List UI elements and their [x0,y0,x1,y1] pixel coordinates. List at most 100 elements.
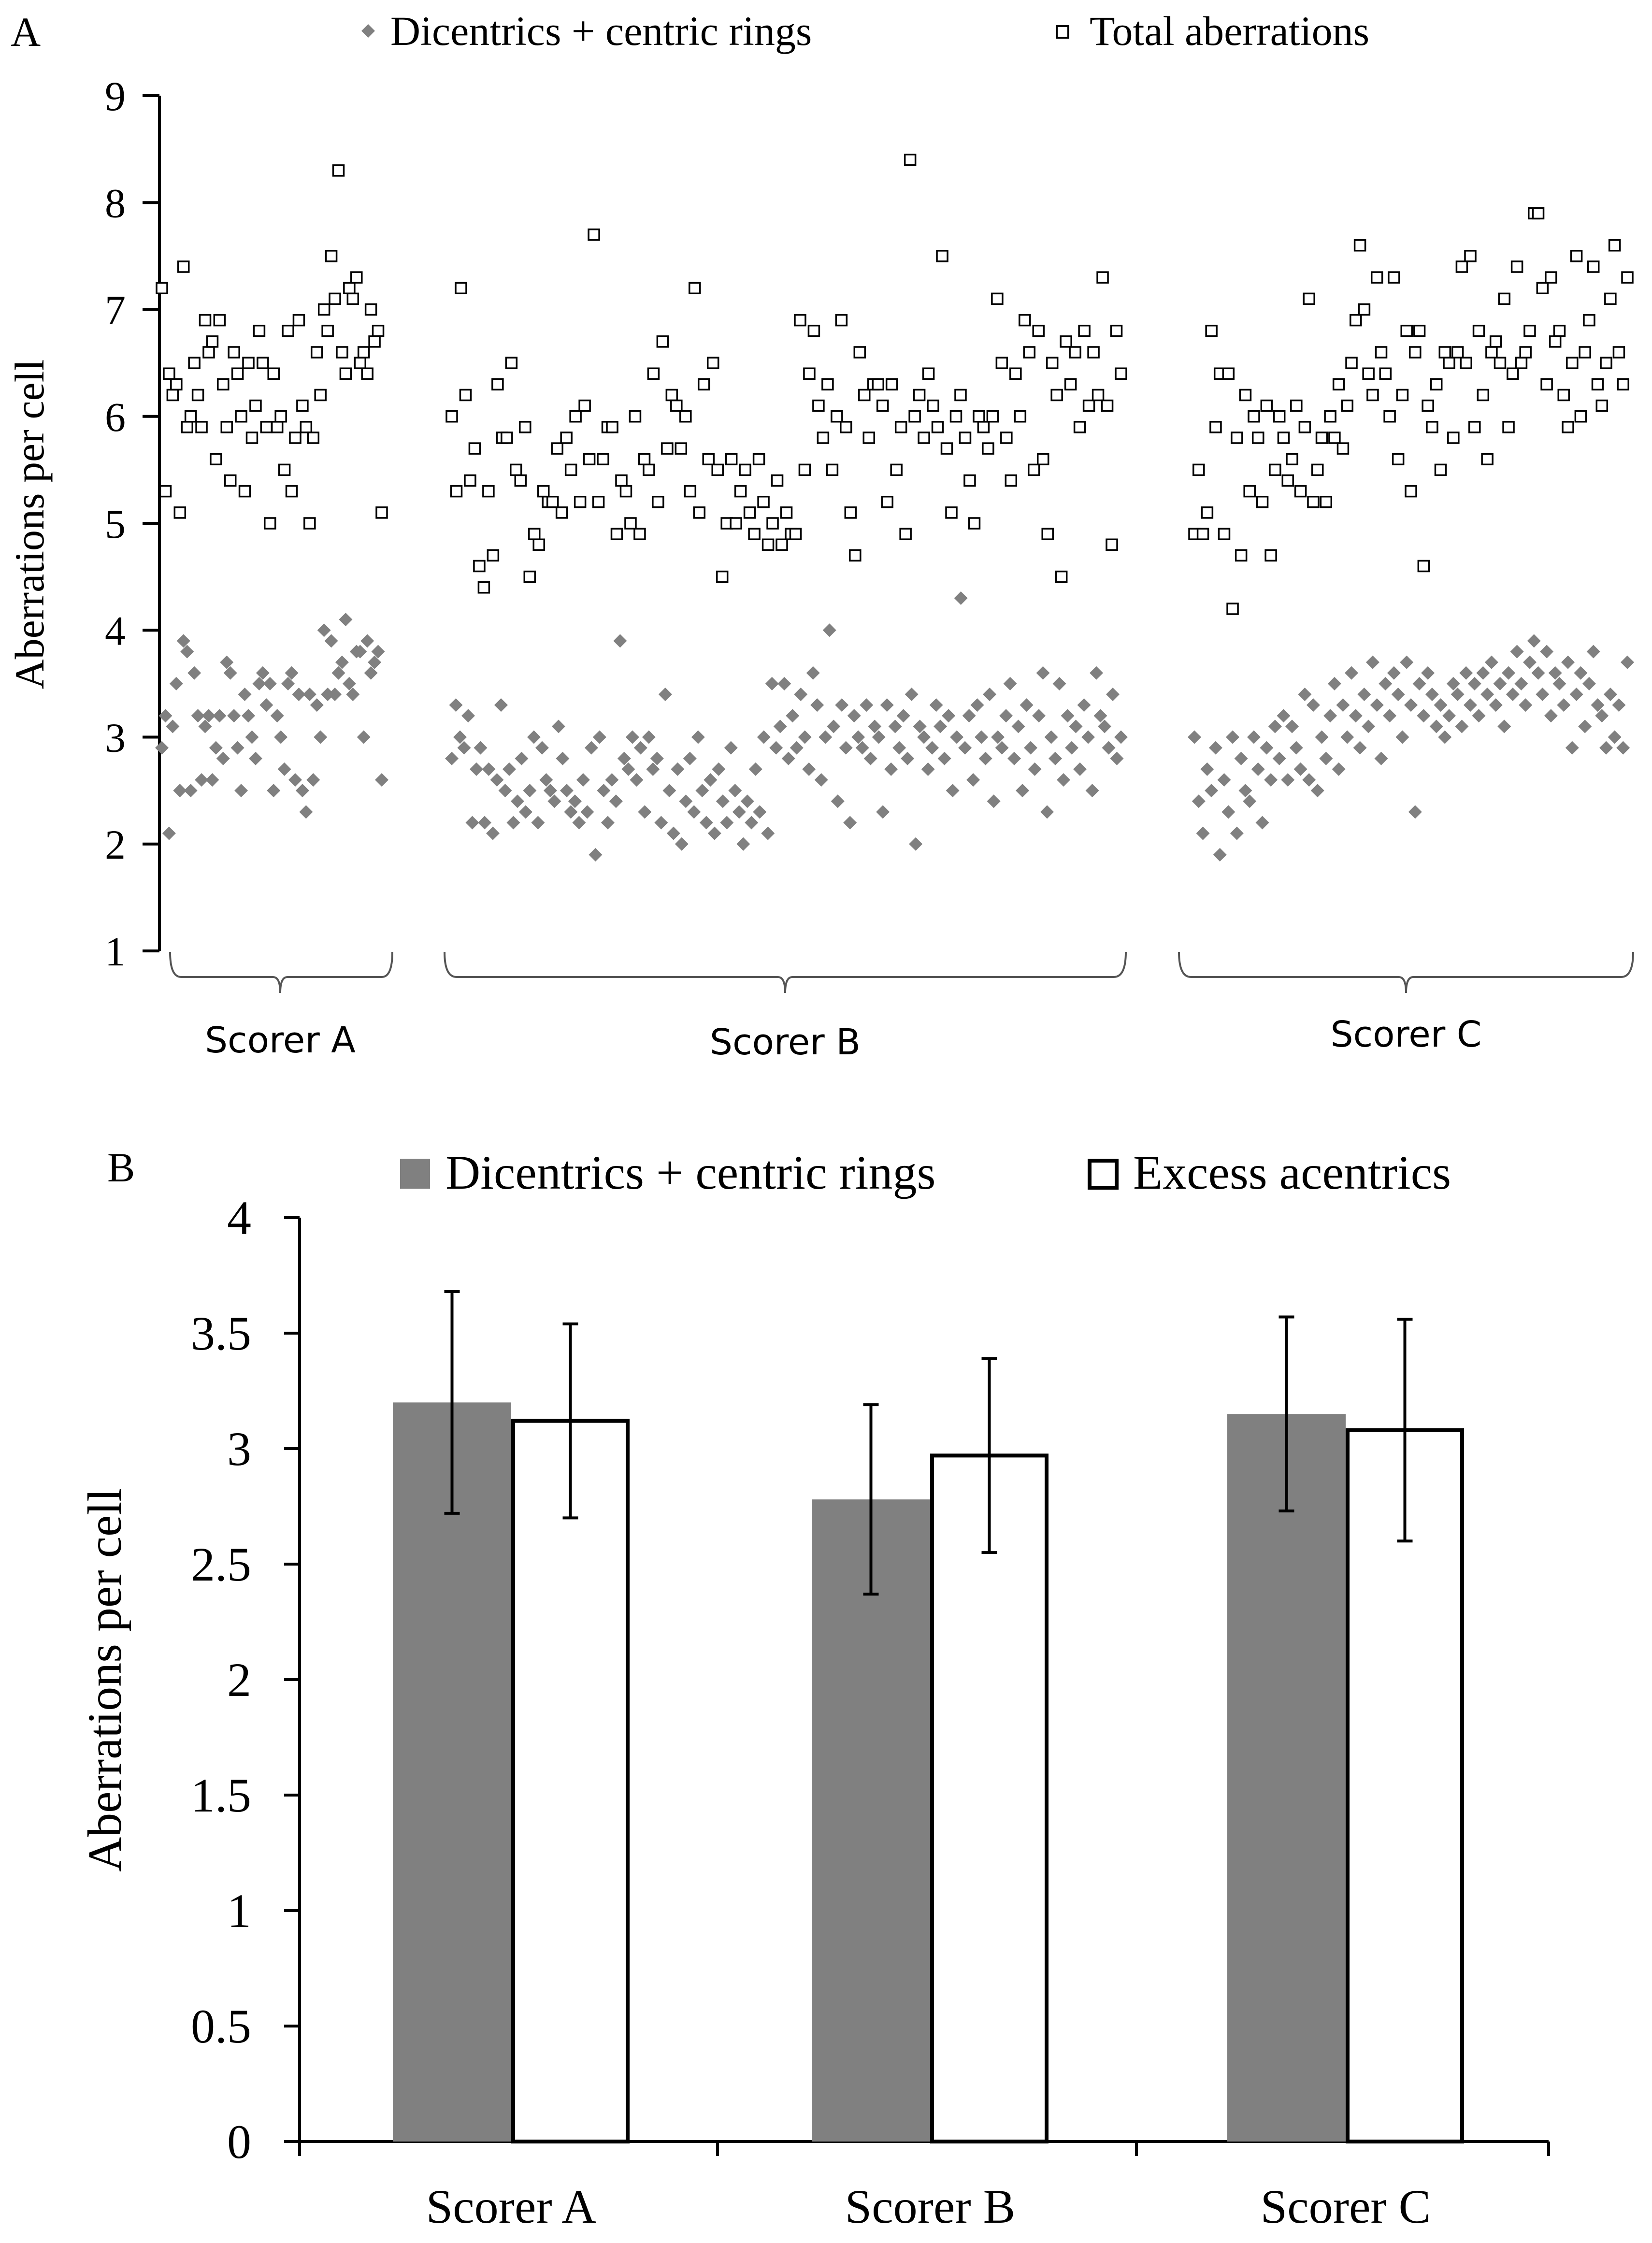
total-aberration-point [643,463,655,476]
dicentric-point [748,762,762,776]
dicentric-point [162,826,176,840]
dicentric-point [1379,676,1393,690]
dicentric-point [1365,655,1379,669]
dicentric-point [1463,698,1477,712]
total-aberration-point [1604,292,1617,305]
total-aberration-point [278,463,291,476]
dicentric-point [1476,666,1490,680]
total-aberration-point [730,517,742,530]
dicentric-point [1523,655,1537,669]
dicentric-point [1353,741,1367,755]
dicentric-point [827,719,841,733]
y-tick-label: 1 [105,928,126,975]
total-aberration-point [1046,357,1059,369]
total-aberration-point [638,453,651,465]
total-aberration-point [1277,431,1290,444]
total-aberration-point [1336,442,1350,455]
total-aberration-point [803,367,816,380]
total-aberration-point [1430,378,1443,391]
dicentric-point [946,784,960,798]
dicentric-point [929,698,943,712]
total-aberration-point [292,314,305,327]
total-aberration-point [1082,399,1095,412]
dicentric-point [543,784,557,798]
dicentric-point [201,709,215,723]
total-aberration-point [357,346,370,359]
dicentric-point [263,676,277,690]
dicentric-point [213,709,227,723]
total-aberration-point [894,421,907,433]
dicentric-point [1552,676,1566,690]
dicentric-point [482,762,496,776]
total-aberration-point [771,474,784,487]
dicentric-point [288,773,302,787]
dicentric-point [757,730,771,744]
panel-b-bars [393,1402,1464,2144]
y-tick-label: 2.5 [191,1538,251,1591]
total-aberration-point [560,431,573,444]
total-aberration-point [1248,410,1260,423]
dicentric-point [453,730,467,744]
dicentric-point [1268,719,1282,733]
total-aberration-point [210,453,222,465]
dicentric-point [892,741,906,755]
dicentric-point [1421,666,1435,680]
total-aberration-point [986,410,999,423]
total-aberration-point [798,463,811,476]
total-aberration-point [1298,421,1311,433]
dicentric-point [1395,730,1409,744]
dicentric-point [798,730,812,744]
dicentric-point [1057,773,1071,787]
total-aberration-point [716,570,729,583]
total-aberration-point [285,485,298,498]
dicentric-point [580,805,594,819]
y-tick-label: 2 [227,1653,251,1707]
total-aberration-point [1545,271,1557,284]
total-aberration-point [734,485,747,498]
dicentric-point [502,762,516,776]
dicentric-point [1065,741,1079,755]
total-aberration-point [1472,325,1485,337]
dicentric-point [292,688,306,701]
dicentric-point [1226,730,1240,744]
total-aberration-point [1621,271,1634,284]
total-aberration-point [991,292,1004,305]
y-tick-label: 7 [105,287,126,333]
dicentric-point [1591,698,1605,712]
dicentric-point [876,805,890,819]
legend-a-total: Total aberrations [1090,8,1369,54]
dicentric-point [267,784,281,798]
dicentric-point [449,698,463,712]
dicentric-point [1484,655,1498,669]
dicentric-point [1438,730,1452,744]
total-aberration-point [473,560,486,573]
dicentric-point [465,816,479,830]
total-aberration-point [1032,325,1045,337]
total-aberration-point [199,314,212,327]
dicentric-point [777,676,791,690]
total-aberration-point [885,378,898,391]
dicentric-point [531,816,545,830]
dicentric-point [1493,676,1507,690]
dicentric-point [769,741,783,755]
dicentric-point [695,784,709,798]
total-aberration-point [844,506,857,519]
total-aberration-point [1498,292,1511,305]
dicentric-point [572,816,586,830]
total-aberration-point [853,346,866,359]
total-aberration-point [1608,239,1621,252]
dicentric-point [551,719,565,733]
dicentric-point [962,709,976,723]
dicentric-point [518,805,532,819]
dicentric-point [1582,676,1596,690]
total-aberration-point [1510,260,1523,273]
total-aberration-point [1101,399,1114,412]
total-aberration-point [1477,388,1490,402]
dicentric-point [1003,676,1017,690]
dicentric-point [671,762,685,776]
dicentric-point [1349,709,1363,723]
dicentric-point [687,805,701,819]
total-aberration-point [491,378,504,391]
total-aberration-point [963,474,976,487]
total-aberration-point [624,517,637,530]
